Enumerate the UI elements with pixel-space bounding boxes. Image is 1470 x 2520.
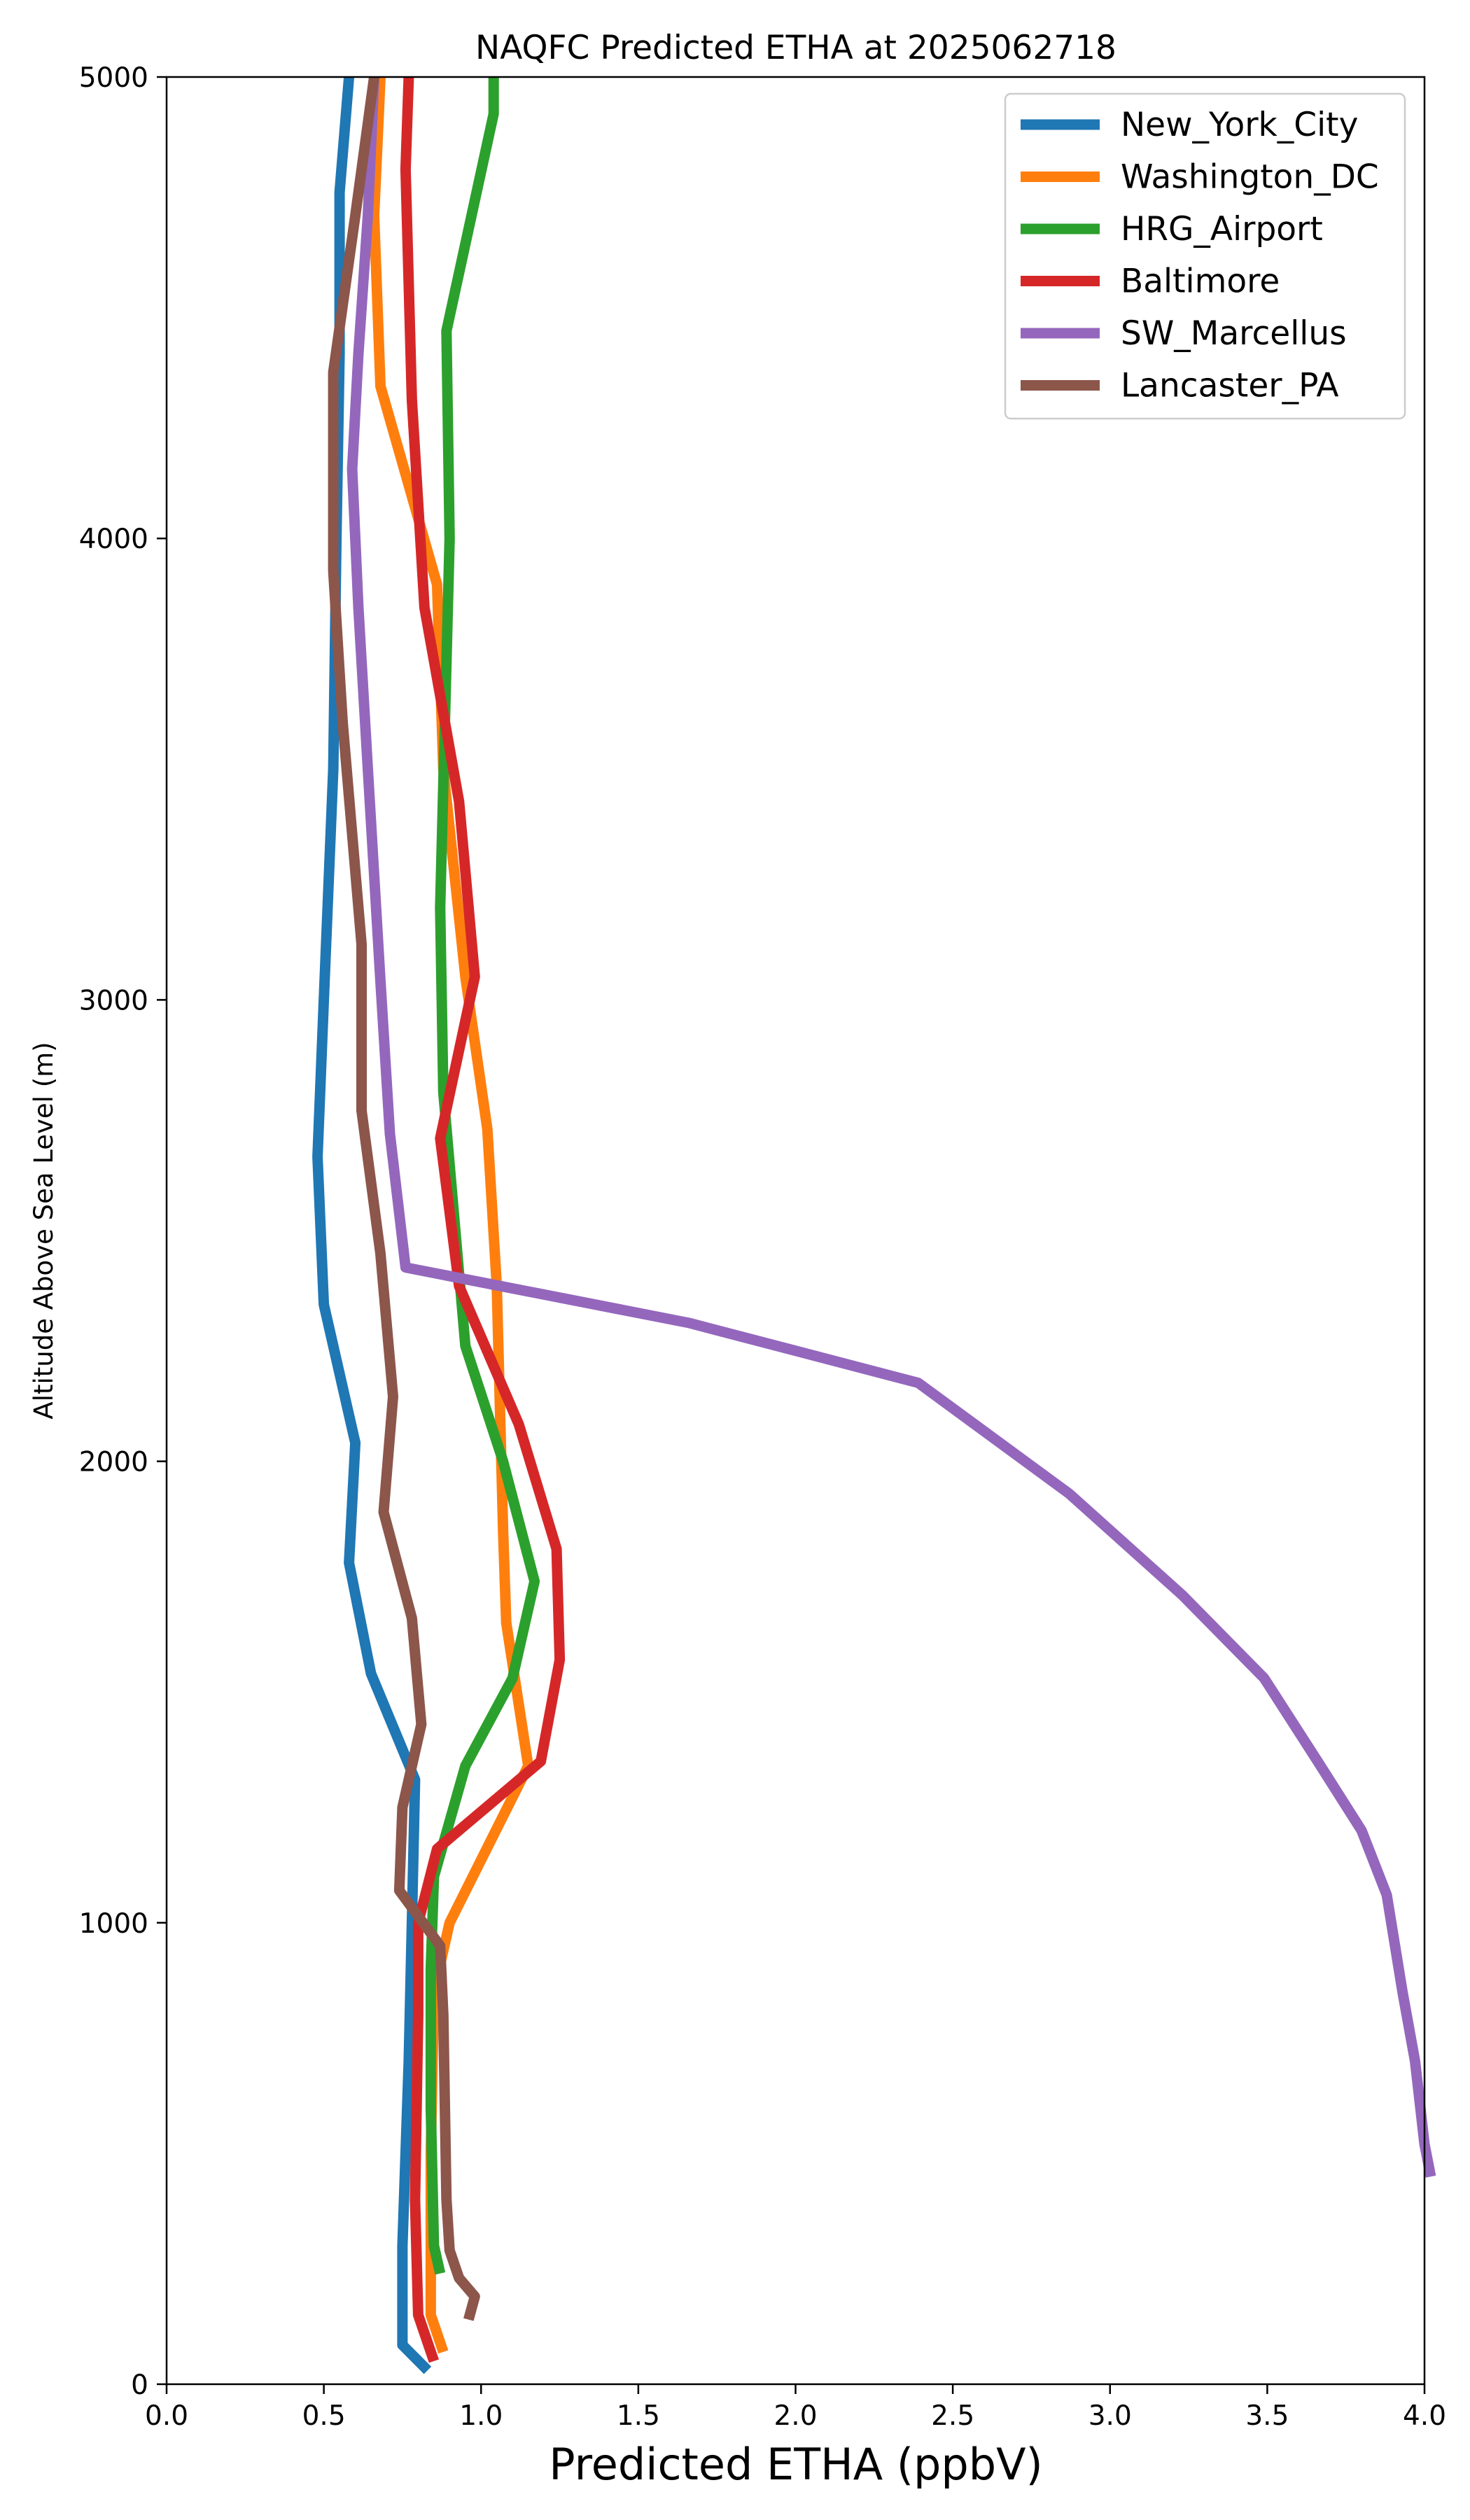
x-tick-label: 2.0 bbox=[774, 2400, 817, 2432]
x-tick-label: 3.0 bbox=[1088, 2400, 1132, 2432]
legend-items: New_York_City Washington_DC HRG_Airport Bal… bbox=[1021, 106, 1379, 405]
y-tick-label: 1000 bbox=[79, 1908, 148, 1940]
y-tick-label: 0 bbox=[131, 2370, 148, 2401]
y-tick-label: 4000 bbox=[79, 524, 148, 555]
x-tick-label: 3.5 bbox=[1245, 2400, 1289, 2432]
legend-label: New_York_City bbox=[1121, 106, 1358, 144]
x-tick-label: 0.0 bbox=[145, 2400, 188, 2432]
series-line-sw-marcellus bbox=[346, 76, 1436, 2178]
y-tick-label: 3000 bbox=[79, 985, 148, 1016]
y-axis-label: Altitude Above Sea Level (m) bbox=[29, 1042, 59, 1419]
legend-label: SW_Marcellus bbox=[1121, 314, 1347, 353]
series-line-hrg-airport bbox=[425, 77, 540, 2275]
x-axis-ticks: 0.0 0.5 1.0 1.5 2.0 2.5 3.0 3.5 4.0 bbox=[145, 2384, 1446, 2432]
series-line-lancaster-pa bbox=[328, 76, 480, 2321]
legend-label: Lancaster_PA bbox=[1121, 367, 1339, 405]
chart-title: NAQFC Predicted ETHA at 2025062718 bbox=[475, 29, 1116, 67]
legend: New_York_City Washington_DC HRG_Airport Bal… bbox=[1004, 92, 1406, 420]
x-axis-label: Predicted ETHA (ppbV) bbox=[549, 2439, 1042, 2490]
legend-label: Washington_DC bbox=[1121, 158, 1379, 197]
x-tick-label: 2.5 bbox=[931, 2400, 974, 2432]
y-axis-ticks: 0 1000 2000 3000 4000 5000 bbox=[79, 62, 167, 2401]
series-layer bbox=[312, 76, 1436, 2374]
x-tick-label: 1.5 bbox=[617, 2400, 660, 2432]
legend-label: Baltimore bbox=[1121, 262, 1280, 301]
x-tick-label: 4.0 bbox=[1403, 2400, 1446, 2432]
y-tick-label: 2000 bbox=[79, 1447, 148, 1478]
legend-box bbox=[1004, 92, 1406, 420]
x-tick-label: 0.5 bbox=[302, 2400, 346, 2432]
x-tick-label: 1.0 bbox=[459, 2400, 503, 2432]
series-line-baltimore bbox=[400, 76, 566, 2363]
plot-area: 0.0 0.5 1.0 1.5 2.0 2.5 3.0 3.5 4.0 0 1000 2000 300… bbox=[79, 62, 1446, 2432]
legend-label: HRG_Airport bbox=[1121, 210, 1323, 248]
y-tick-label: 5000 bbox=[79, 62, 148, 94]
